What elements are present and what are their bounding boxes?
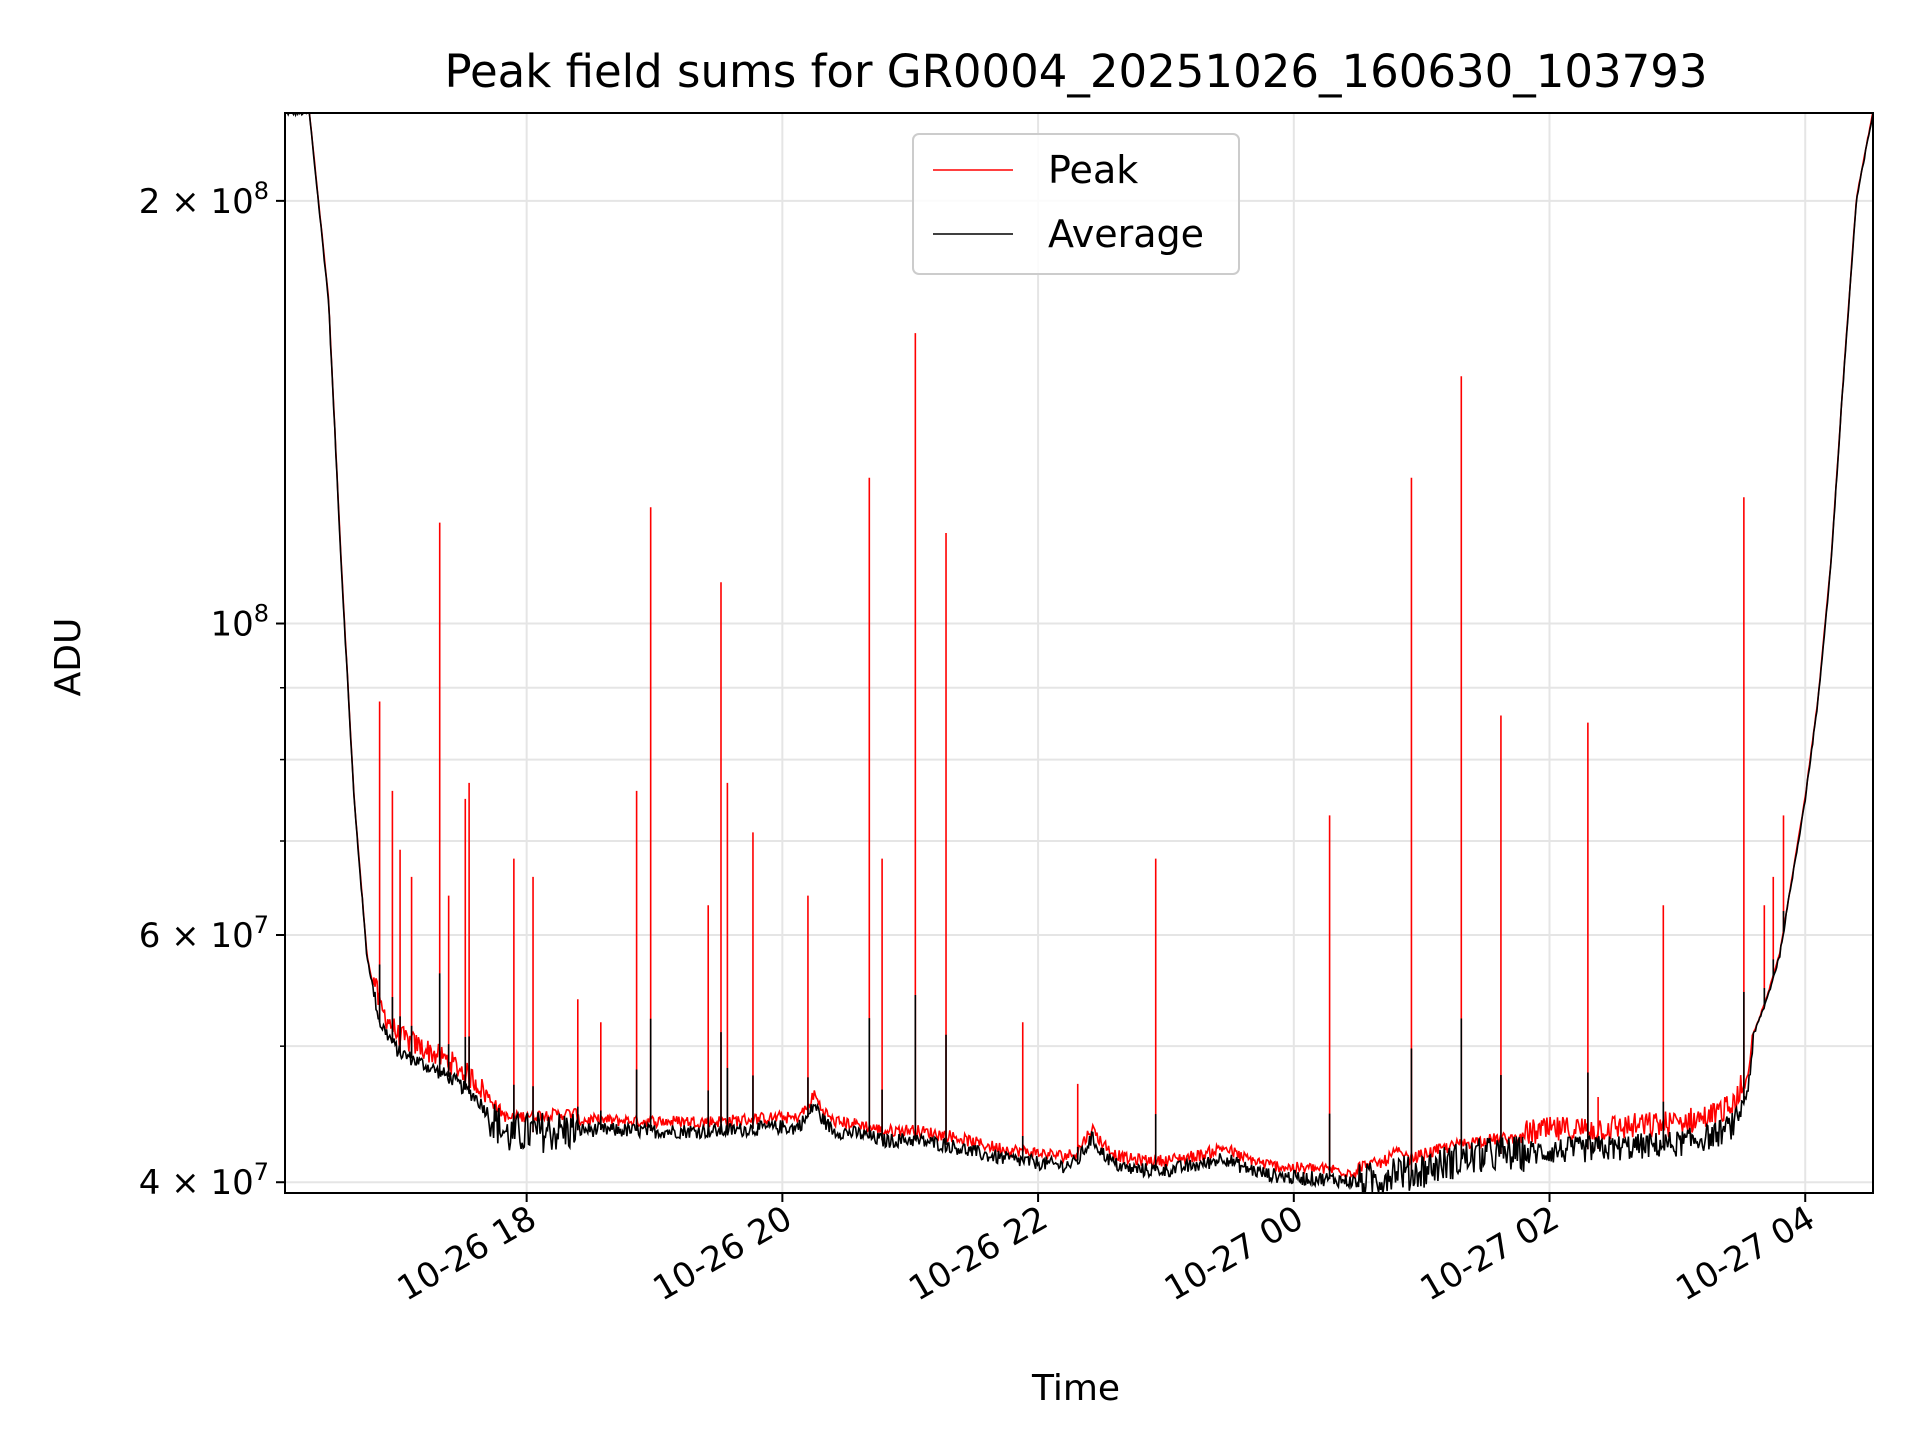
legend-peak-label: Peak <box>1048 148 1138 192</box>
series-group <box>285 113 1873 1193</box>
x-axis-label: Time <box>1031 1368 1120 1409</box>
average-series-line <box>285 113 1873 1193</box>
y-tick-label: 4 × 107 <box>139 1158 269 1203</box>
y-tick-label: 6 × 107 <box>139 911 269 956</box>
legend-box <box>912 133 1240 275</box>
legend-average-label: Average <box>1048 212 1204 256</box>
y-axis-label: ADU <box>48 618 89 697</box>
axes-frame <box>284 112 1874 1194</box>
y-tick-label: 108 <box>210 600 269 645</box>
chart-title: Peak field sums for GR0004_20251026_1606… <box>444 45 1707 98</box>
plot-area <box>285 113 1873 1193</box>
y-tick-label: 2 × 108 <box>139 177 269 222</box>
legend: Peak Average <box>912 133 1240 275</box>
